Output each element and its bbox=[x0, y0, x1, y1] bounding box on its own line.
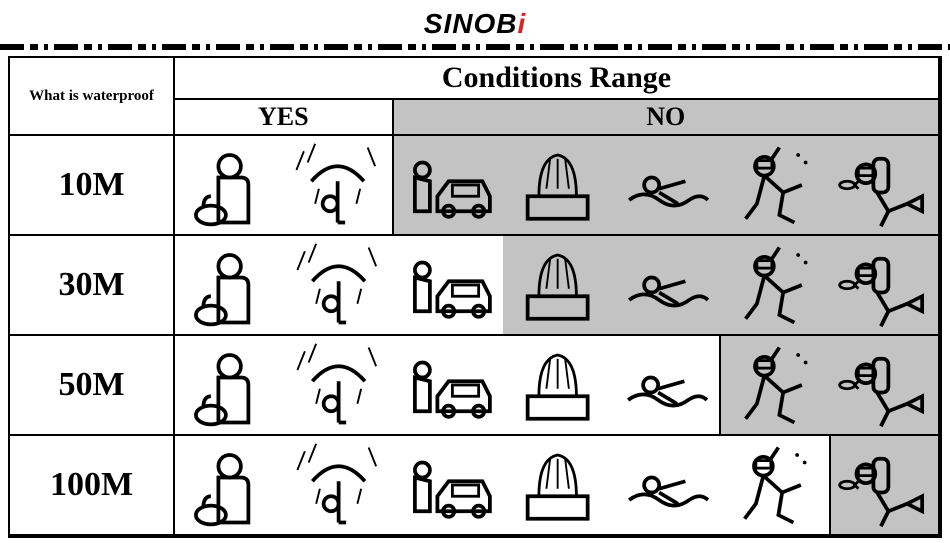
activity-hand_wash-yes bbox=[175, 336, 284, 436]
swim-icon bbox=[616, 240, 717, 330]
activity-swim-yes bbox=[612, 436, 721, 536]
activity-car_wash-yes bbox=[394, 236, 503, 336]
depth-label: 50M bbox=[10, 336, 175, 436]
swim-icon bbox=[616, 340, 715, 430]
header-corner: What is waterproof bbox=[10, 58, 175, 136]
activity-snorkel-no bbox=[721, 136, 830, 236]
activity-shower-no bbox=[503, 236, 612, 336]
rain-icon bbox=[288, 140, 387, 230]
scuba-icon bbox=[835, 140, 934, 230]
activity-rain-yes bbox=[284, 436, 393, 536]
shower-icon bbox=[507, 340, 608, 430]
depth-label: 30M bbox=[10, 236, 175, 336]
hand_wash-icon bbox=[179, 440, 280, 530]
activity-hand_wash-yes bbox=[175, 236, 284, 336]
depth-label: 10M bbox=[10, 136, 175, 236]
car_wash-icon bbox=[398, 440, 499, 530]
hand_wash-icon bbox=[179, 140, 280, 230]
activity-shower-yes bbox=[503, 436, 612, 536]
activity-snorkel-no bbox=[721, 336, 830, 436]
activity-scuba-no bbox=[831, 436, 940, 536]
activity-scuba-no bbox=[831, 236, 940, 336]
divider-dashes bbox=[0, 44, 950, 50]
activity-swim-yes bbox=[612, 336, 721, 436]
snorkel-icon bbox=[725, 240, 826, 330]
activity-snorkel-no bbox=[721, 236, 830, 336]
snorkel-icon bbox=[725, 340, 826, 430]
snorkel-icon bbox=[725, 440, 824, 530]
rain-icon bbox=[288, 440, 389, 530]
activity-swim-no bbox=[612, 236, 721, 336]
scuba-icon bbox=[835, 240, 934, 330]
brand-bar: SINOBi bbox=[0, 0, 950, 44]
hand_wash-icon bbox=[179, 240, 280, 330]
car_wash-icon bbox=[398, 140, 499, 230]
car_wash-icon bbox=[398, 340, 499, 430]
swim-icon bbox=[616, 440, 717, 530]
car_wash-icon bbox=[398, 240, 499, 330]
snorkel-icon bbox=[725, 140, 826, 230]
swim-icon bbox=[616, 140, 717, 230]
rain-icon bbox=[288, 340, 389, 430]
activity-scuba-no bbox=[831, 336, 940, 436]
activity-shower-yes bbox=[503, 336, 612, 436]
brand-accent: i bbox=[517, 8, 526, 39]
scuba-icon bbox=[835, 340, 934, 430]
scuba-icon bbox=[835, 440, 934, 530]
brand-main: SINOB bbox=[424, 8, 518, 39]
hand_wash-icon bbox=[179, 340, 280, 430]
activity-swim-no bbox=[612, 136, 721, 236]
activity-hand_wash-yes bbox=[175, 136, 284, 236]
activity-rain-yes bbox=[284, 236, 393, 336]
activity-car_wash-no bbox=[394, 136, 503, 236]
waterproof-table: What is waterproof Conditions Range YES … bbox=[8, 56, 942, 538]
shower-icon bbox=[507, 140, 608, 230]
activity-car_wash-yes bbox=[394, 436, 503, 536]
header-conditions: Conditions Range bbox=[175, 58, 940, 100]
header-yes: YES bbox=[175, 100, 394, 136]
rain-icon bbox=[288, 240, 389, 330]
activity-rain-yes bbox=[284, 336, 393, 436]
activity-car_wash-yes bbox=[394, 336, 503, 436]
activity-rain-yes bbox=[284, 136, 393, 236]
shower-icon bbox=[507, 240, 608, 330]
depth-label: 100M bbox=[10, 436, 175, 536]
header-no: NO bbox=[394, 100, 940, 136]
brand-logo: SINOBi bbox=[424, 8, 526, 39]
activity-hand_wash-yes bbox=[175, 436, 284, 536]
shower-icon bbox=[507, 440, 608, 530]
activity-snorkel-yes bbox=[721, 436, 830, 536]
activity-shower-no bbox=[503, 136, 612, 236]
activity-scuba-no bbox=[831, 136, 940, 236]
